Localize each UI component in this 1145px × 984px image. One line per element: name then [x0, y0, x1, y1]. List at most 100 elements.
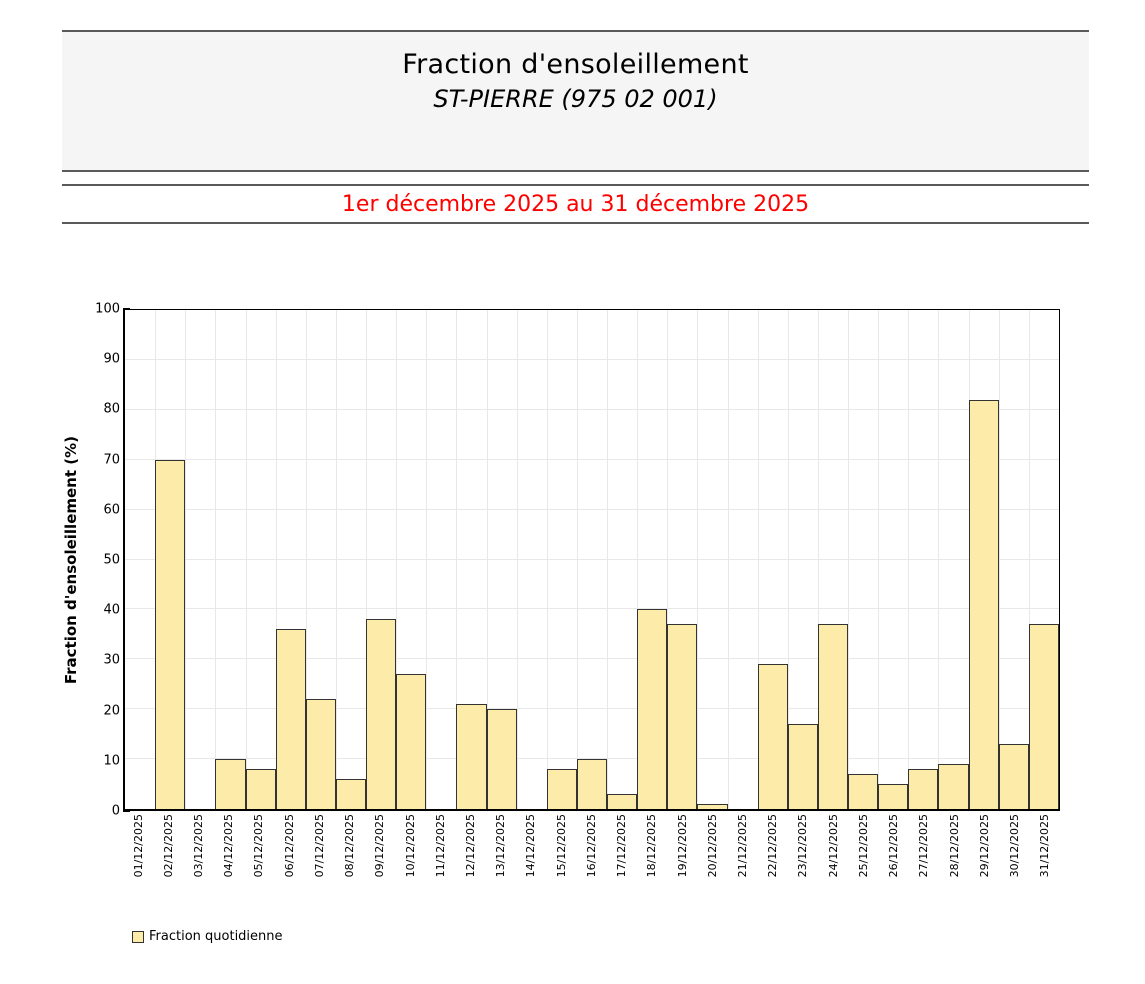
vertical-gridline: [908, 310, 910, 809]
vertical-gridline: [546, 310, 548, 809]
vertical-gridline: [787, 310, 789, 809]
y-tick-label: 80: [103, 401, 120, 417]
x-label-cell: 25/12/2025: [848, 814, 878, 898]
x-label-cell: 30/12/2025: [999, 814, 1029, 898]
x-label-cell: 29/12/2025: [969, 814, 999, 898]
legend: Fraction quotidienne: [132, 929, 283, 944]
vertical-gridline: [366, 310, 368, 809]
horizontal-gridline: [125, 458, 1059, 460]
x-label-cell: 11/12/2025: [425, 814, 455, 898]
x-label-cell: 07/12/2025: [304, 814, 334, 898]
y-tick-label: 60: [103, 502, 120, 518]
vertical-gridline: [848, 310, 850, 809]
legend-swatch: [132, 930, 144, 943]
x-tick-label: 15/12/2025: [554, 814, 568, 878]
x-label-cell: 10/12/2025: [395, 814, 425, 898]
x-tick-label: 30/12/2025: [1007, 814, 1021, 878]
x-tick-label: 05/12/2025: [252, 814, 266, 878]
horizontal-gridline: [125, 708, 1059, 710]
x-label-cell: 19/12/2025: [667, 814, 697, 898]
vertical-gridline: [938, 310, 940, 809]
vertical-gridline: [426, 310, 428, 809]
x-label-cell: 06/12/2025: [274, 814, 304, 898]
x-tick-label: 18/12/2025: [645, 814, 659, 878]
x-label-cell: 12/12/2025: [455, 814, 485, 898]
y-axis-ticks: 0 10 20 30 40 50 60 70 80 90 100: [80, 303, 130, 818]
x-tick-label: 12/12/2025: [464, 814, 478, 878]
x-tick-label: 19/12/2025: [675, 814, 689, 878]
y-tick-label: 50: [103, 552, 120, 568]
x-label-cell: 05/12/2025: [244, 814, 274, 898]
x-label-cell: 20/12/2025: [697, 814, 727, 898]
y-tick-label: 30: [103, 652, 120, 668]
vertical-gridline: [667, 310, 669, 809]
x-tick-label: 08/12/2025: [343, 814, 357, 878]
x-tick-label: 26/12/2025: [887, 814, 901, 878]
x-tick-label: 03/12/2025: [192, 814, 206, 878]
x-tick-label: 25/12/2025: [856, 814, 870, 878]
vertical-gridline: [727, 310, 729, 809]
x-label-cell: 02/12/2025: [153, 814, 183, 898]
x-tick-label: 11/12/2025: [433, 814, 447, 878]
x-label-cell: 16/12/2025: [576, 814, 606, 898]
bar-28/12/2025: [938, 764, 969, 809]
bar-08/12/2025: [335, 779, 367, 809]
station-name: ST-PIERRE (975 02 001): [433, 85, 718, 113]
x-label-cell: 18/12/2025: [637, 814, 667, 898]
y-tick-label: 0: [111, 803, 120, 819]
bar-13/12/2025: [486, 709, 517, 809]
x-tick-label: 31/12/2025: [1038, 814, 1052, 878]
vertical-gridline: [396, 310, 398, 809]
bar-10/12/2025: [396, 674, 427, 809]
vertical-gridline: [516, 310, 518, 809]
horizontal-gridline: [125, 358, 1059, 360]
vertical-gridline: [757, 310, 759, 809]
y-axis-title-text: Fraction d'ensoleillement (%): [62, 435, 80, 685]
bar-22/12/2025: [757, 664, 788, 809]
x-tick-label: 28/12/2025: [947, 814, 961, 878]
bar-15/12/2025: [546, 769, 577, 809]
vertical-gridline: [486, 310, 488, 809]
horizontal-gridline: [125, 658, 1059, 660]
x-label-cell: 24/12/2025: [818, 814, 848, 898]
vertical-gridline: [245, 310, 247, 809]
x-label-cell: 21/12/2025: [727, 814, 757, 898]
legend-label: Fraction quotidienne: [149, 929, 283, 944]
x-tick-label: 10/12/2025: [403, 814, 417, 878]
bar-31/12/2025: [1028, 624, 1059, 809]
vertical-gridline: [456, 310, 458, 809]
vertical-gridline: [607, 310, 609, 809]
x-tick-label: 06/12/2025: [282, 814, 296, 878]
bar-20/12/2025: [697, 804, 728, 809]
vertical-gridline: [1028, 310, 1030, 809]
y-tick-mark: [123, 308, 130, 310]
x-tick-label: 02/12/2025: [161, 814, 175, 878]
bar-12/12/2025: [456, 704, 487, 809]
bar-05/12/2025: [245, 769, 276, 809]
y-tick-label: 70: [103, 452, 120, 468]
bar-07/12/2025: [305, 699, 336, 809]
y-tick-label: 90: [103, 351, 120, 367]
x-tick-label: 16/12/2025: [584, 814, 598, 878]
x-tick-label: 29/12/2025: [977, 814, 991, 878]
x-tick-label: 24/12/2025: [826, 814, 840, 878]
vertical-gridline: [817, 310, 819, 809]
vertical-gridline: [697, 310, 699, 809]
x-axis-labels: 01/12/2025 02/12/2025 03/12/2025 04/12/2025…: [123, 814, 1060, 898]
horizontal-gridline: [125, 608, 1059, 610]
horizontal-gridline: [125, 558, 1059, 560]
x-tick-label: 14/12/2025: [524, 814, 538, 878]
bar-16/12/2025: [576, 759, 608, 809]
bar-02/12/2025: [155, 459, 186, 809]
x-label-cell: 27/12/2025: [909, 814, 939, 898]
x-tick-label: 13/12/2025: [494, 814, 508, 878]
x-tick-label: 01/12/2025: [131, 814, 145, 878]
x-tick-label: 20/12/2025: [705, 814, 719, 878]
x-tick-label: 07/12/2025: [312, 814, 326, 878]
x-label-cell: 03/12/2025: [183, 814, 213, 898]
x-label-cell: 22/12/2025: [758, 814, 788, 898]
x-label-cell: 17/12/2025: [607, 814, 637, 898]
bar-19/12/2025: [667, 624, 698, 809]
plot-area: [123, 309, 1060, 811]
page-title: Fraction d'ensoleillement: [402, 49, 749, 80]
